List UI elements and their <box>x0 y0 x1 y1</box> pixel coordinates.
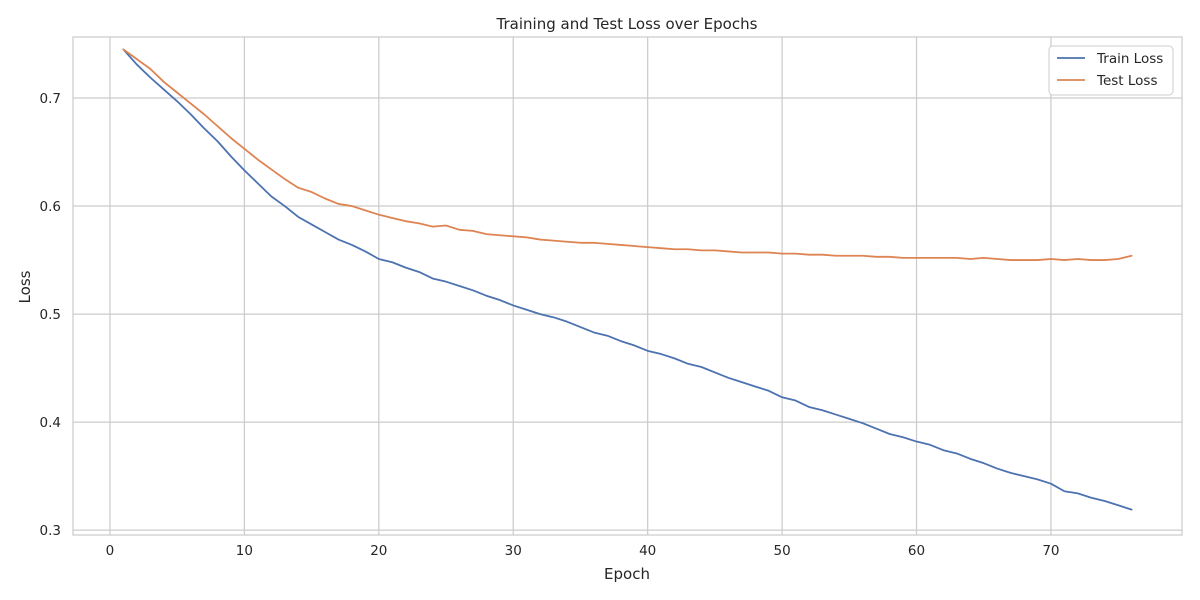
x-tick-label: 60 <box>908 543 925 559</box>
y-axis-label: Loss <box>16 270 34 303</box>
test-loss-line <box>122 48 1133 261</box>
plot-area <box>73 37 1182 535</box>
legend-train-loss-label: Train Loss <box>1096 51 1163 67</box>
x-tick-label: 70 <box>1042 543 1059 559</box>
y-tick-label: 0.7 <box>40 91 61 107</box>
x-tick-label: 20 <box>370 543 387 559</box>
y-tick-label: 0.6 <box>40 199 61 215</box>
plot-frame <box>72 36 1183 536</box>
legend-test-loss-label: Test Loss <box>1096 73 1158 89</box>
y-tick-label: 0.3 <box>40 523 61 539</box>
x-tick-label: 40 <box>639 543 656 559</box>
y-tick-label: 0.5 <box>40 307 61 323</box>
train-loss-line <box>122 48 1133 511</box>
y-tick-label: 0.4 <box>40 415 61 431</box>
grid <box>73 37 1182 535</box>
x-tick-label: 10 <box>236 543 253 559</box>
x-tick-label: 0 <box>106 543 115 559</box>
x-tick-label: 50 <box>773 543 790 559</box>
chart-title: Training and Test Loss over Epochs <box>496 15 758 33</box>
x-axis-label: Epoch <box>604 565 650 583</box>
legend: Train Loss Test Loss <box>1048 45 1174 96</box>
series-lines <box>122 48 1133 511</box>
tick-labels: 0 10 20 30 40 50 60 70 0.3 0.4 0.5 0.6 0.7 <box>40 91 1060 559</box>
x-tick-label: 30 <box>505 543 522 559</box>
